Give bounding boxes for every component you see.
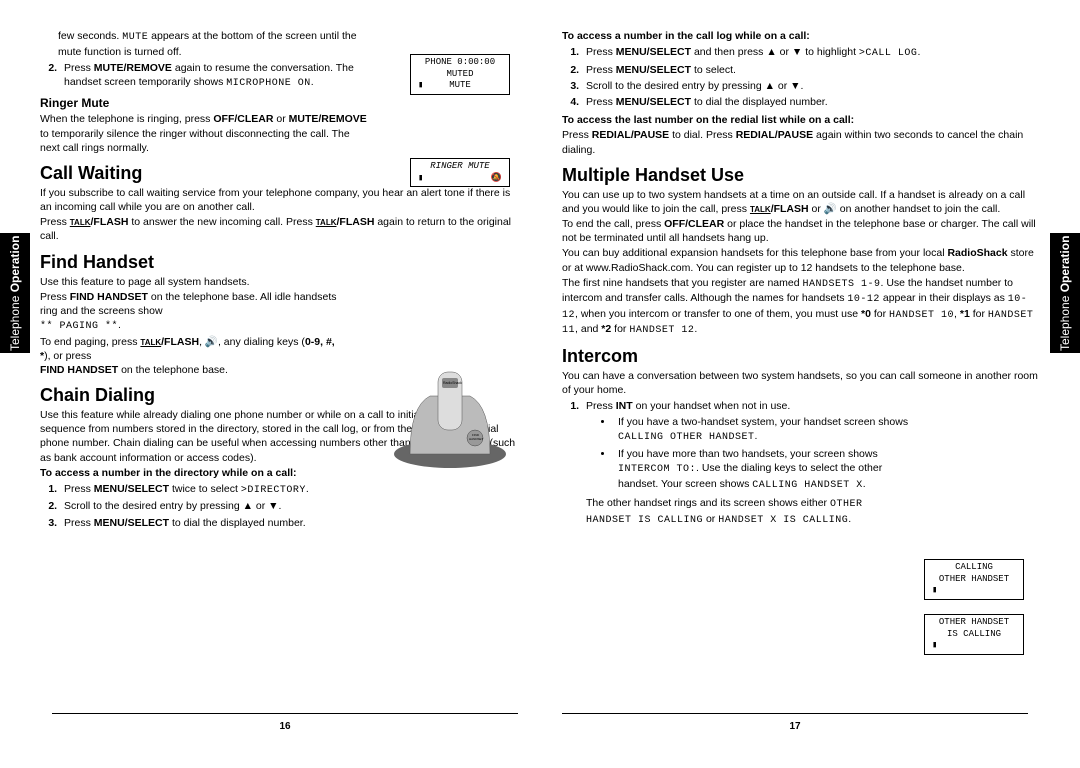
display-mute: PHONE 0:00:00 MUTED ▮MUTE: [410, 54, 510, 95]
ringer-mute-text: When the telephone is ringing, press OFF…: [40, 112, 370, 155]
display-ringer-mute: RINGER MUTE ▮🔕: [410, 158, 510, 187]
multi-p1: You can use up to two system handsets at…: [562, 188, 1040, 216]
page-rule: [52, 713, 518, 714]
call-log-sub: To access a number in the call log while…: [562, 29, 1040, 43]
cd-step-2: Scroll to the desired entry by pressing …: [60, 499, 518, 513]
svg-text:RadioShack: RadioShack: [443, 381, 462, 385]
find-handset-heading: Find Handset: [40, 252, 518, 273]
call-waiting-p2: Press TALKTALK/FLASH/FLASH to answer the…: [40, 215, 518, 243]
find-handset-p3: To end paging, press TALK/FLASH, 🔊, any …: [40, 335, 340, 378]
redial-text: Press REDIAL/PAUSE to dial. Press REDIAL…: [562, 128, 1040, 156]
svg-text:HANDSET: HANDSET: [469, 437, 484, 441]
multi-p3: You can buy additional expansion handset…: [562, 246, 1040, 274]
redial-sub: To access the last number on the redial …: [562, 113, 1040, 127]
mute-intro: few seconds. MUTE appears at the bottom …: [58, 29, 375, 59]
page-spread: Telephone Operation few seconds. MUTE ap…: [0, 0, 1080, 768]
cl-step-2: Press MENU/SELECT to select.: [582, 63, 1040, 77]
cl-step-1: Press MENU/SELECT and then press ▲ or ▼ …: [582, 45, 1040, 61]
multi-p4: The first nine handsets that you registe…: [562, 276, 1040, 338]
intercom-other-rings: The other handset rings and its screen s…: [586, 496, 912, 527]
left-section-tab: Telephone Operation: [0, 233, 30, 353]
display-other-calling: OTHER HANDSET IS CALLING ▮: [924, 614, 1024, 655]
intercom-heading: Intercom: [562, 346, 1040, 367]
cd-step-3: Press MENU/SELECT to dial the displayed …: [60, 516, 518, 530]
cl-step-3: Scroll to the desired entry by pressing …: [582, 79, 1040, 93]
find-handset-p1: Use this feature to page all system hand…: [40, 275, 340, 289]
intercom-bullet-1: If you have a two-handset system, your h…: [614, 415, 912, 445]
page-rule: [562, 713, 1028, 714]
multi-p2: To end the call, press OFF/CLEAR or plac…: [562, 217, 1040, 245]
mute-step-2: Press MUTE/REMOVE again to resume the co…: [60, 61, 375, 91]
phone-base-illustration: FIND HANDSET RadioShack: [390, 366, 510, 471]
page-17: To access a number in the call log while…: [540, 28, 1050, 738]
cl-step-4: Press MENU/SELECT to dial the displayed …: [582, 95, 1040, 109]
intercom-bullet-2: If you have more than two handsets, your…: [614, 447, 912, 492]
multiple-handset-heading: Multiple Handset Use: [562, 165, 1040, 186]
page-number-16: 16: [279, 721, 290, 732]
ringer-mute-heading: Ringer Mute: [40, 96, 518, 110]
cd-step-1: Press MENU/SELECT twice to select >DIREC…: [60, 482, 518, 498]
tab-light-text: Telephone: [8, 295, 22, 350]
page-16: few seconds. MUTE appears at the bottom …: [30, 28, 540, 738]
tab-bold-text: Operation: [8, 235, 22, 295]
page-number-17: 17: [789, 721, 800, 732]
display-calling-other: CALLING OTHER HANDSET ▮: [924, 559, 1024, 600]
tab-light-text-r: Telephone: [1058, 295, 1072, 350]
find-handset-p2: Press FIND HANDSET on the telephone base…: [40, 290, 340, 334]
intercom-step-1: Press INT on your handset when not in us…: [582, 399, 912, 527]
call-waiting-p1: If you subscribe to call waiting service…: [40, 186, 518, 214]
right-section-tab: Telephone Operation: [1050, 233, 1080, 353]
tab-bold-text-r: Operation: [1058, 235, 1072, 295]
intercom-p1: You can have a conversation between two …: [562, 369, 1040, 397]
